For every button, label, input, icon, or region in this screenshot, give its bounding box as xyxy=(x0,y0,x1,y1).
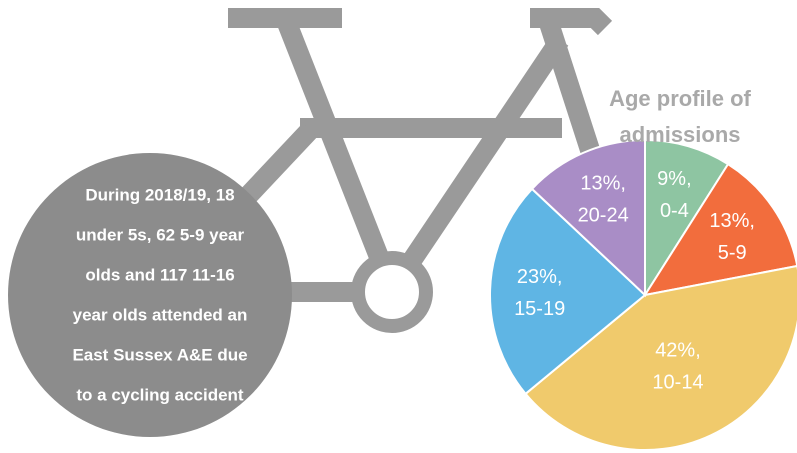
pie: 9%, 0-4 13%, 5-9 42%, 10-14 23%, 15-19 13%, 20-24 xyxy=(489,138,797,451)
slice-category-label: 5-9 xyxy=(718,242,747,264)
annotation-line: to a cycling accident xyxy=(76,385,244,404)
pie-slice xyxy=(524,264,797,451)
annotation-line: During 2018/19, 18 xyxy=(85,185,234,204)
pie-slice xyxy=(530,138,646,298)
slice-value-label: 13%, xyxy=(580,173,626,195)
slice-value-label: 9%, xyxy=(657,168,691,190)
pie-slice xyxy=(489,187,647,396)
annotation-line: East Sussex A&E due xyxy=(72,345,247,364)
annotation: During 2018/19, 18 under 5s, 62 5-9 year o… xyxy=(72,185,247,404)
slice-category-label: 0-4 xyxy=(660,200,689,222)
title-line: Age profile of xyxy=(609,86,751,111)
slice-value-label: 42%, xyxy=(655,339,701,361)
title: Age profile of admissions xyxy=(609,86,751,147)
annotation-line: olds and 117 11-16 xyxy=(85,265,234,284)
slice-category-label: 10-14 xyxy=(652,371,703,393)
slice-value-label: 23%, xyxy=(517,266,563,288)
annotation-line: year olds attended an xyxy=(73,305,248,324)
slice-category-label: 20-24 xyxy=(578,205,629,227)
slice-category-label: 15-19 xyxy=(514,298,565,320)
annotation-line: under 5s, 62 5-9 year xyxy=(76,225,245,244)
slice-value-label: 13%, xyxy=(709,210,755,232)
pie-slice xyxy=(642,162,797,297)
title-line: admissions xyxy=(619,122,740,147)
info-circle xyxy=(8,153,292,437)
pie-slice xyxy=(644,138,730,299)
